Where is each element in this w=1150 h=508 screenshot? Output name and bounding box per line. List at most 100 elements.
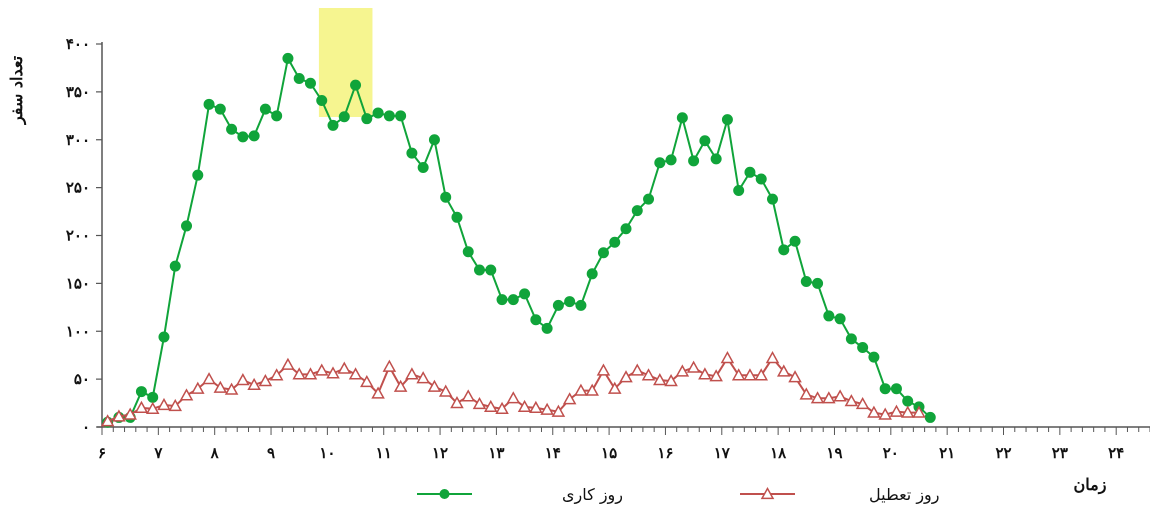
data-point	[564, 296, 576, 308]
data-point	[857, 342, 869, 354]
data-point	[912, 405, 926, 418]
x-tick-label: ۱۸	[770, 444, 787, 462]
x-tick-label: ۱۷	[714, 444, 731, 462]
data-point	[112, 409, 126, 422]
data-point	[337, 361, 352, 374]
data-point	[157, 397, 171, 411]
data-point	[416, 371, 430, 384]
x-tick-label: ۹	[267, 444, 275, 462]
data-point	[371, 386, 385, 399]
data-point	[169, 260, 181, 272]
data-point	[474, 264, 486, 276]
data-point	[620, 223, 632, 235]
data-point	[405, 367, 419, 380]
series-line	[107, 55, 931, 424]
data-point	[766, 193, 778, 205]
x-tick-label: ۸	[210, 444, 220, 462]
data-point	[855, 396, 870, 410]
data-point	[686, 360, 701, 373]
data-point	[833, 389, 847, 402]
data-point	[372, 107, 384, 119]
data-point	[191, 381, 205, 394]
data-point	[879, 383, 891, 395]
data-point	[924, 411, 936, 423]
x-tick-label: ۲۳	[1052, 444, 1068, 462]
legend-marker	[760, 486, 775, 500]
y-tick-label: ۰	[82, 418, 90, 436]
data-point	[327, 119, 339, 131]
data-point	[699, 135, 711, 147]
data-point	[822, 391, 836, 404]
data-point	[720, 351, 735, 364]
x-tick-label: ۱۵	[601, 444, 617, 462]
data-point	[314, 363, 329, 376]
data-point	[675, 364, 690, 377]
data-point	[427, 379, 442, 392]
data-point	[743, 368, 757, 381]
data-point	[451, 211, 463, 223]
data-point	[575, 299, 587, 311]
data-point	[350, 79, 362, 91]
y-tick-label: ۵۰	[74, 370, 90, 388]
data-point	[147, 391, 159, 403]
data-point	[181, 220, 193, 232]
data-point	[485, 264, 497, 276]
highlight-rect	[318, 8, 373, 117]
data-point	[203, 98, 215, 110]
data-point	[710, 153, 722, 165]
data-point	[698, 367, 712, 380]
data-point	[889, 404, 904, 417]
data-point	[293, 72, 305, 84]
x-tick-label: ۱۴	[545, 444, 561, 462]
data-point	[462, 246, 474, 258]
data-point	[483, 399, 498, 413]
data-point	[664, 373, 678, 387]
data-point	[721, 114, 733, 126]
y-tick-label: ۱۵۰	[66, 274, 90, 292]
data-point	[800, 275, 812, 287]
data-point	[630, 363, 645, 376]
y-axis-title: تعداد سفر	[7, 55, 27, 125]
x-tick-label: ۱۱	[376, 444, 392, 462]
data-point	[135, 386, 147, 398]
y-tick-label: ۲۵۰	[66, 179, 90, 197]
data-point	[709, 369, 723, 382]
data-point	[653, 373, 667, 386]
data-point	[281, 357, 295, 370]
data-point	[890, 383, 902, 395]
legend-marker	[439, 489, 450, 499]
data-point	[292, 367, 306, 380]
data-point	[123, 407, 137, 420]
data-point	[134, 400, 149, 413]
data-point	[224, 382, 239, 395]
data-point	[597, 247, 609, 259]
data-point	[338, 111, 350, 123]
data-point	[585, 383, 599, 396]
data-point	[609, 236, 621, 248]
x-tick-label: ۱۳	[488, 444, 504, 462]
data-point	[450, 396, 464, 409]
data-point	[316, 94, 328, 106]
axes	[96, 42, 1150, 435]
data-point	[326, 366, 340, 379]
data-point	[258, 373, 273, 387]
data-point	[145, 401, 160, 414]
data-point	[348, 367, 363, 380]
y-tick-label: ۳۵۰	[66, 83, 90, 101]
data-point	[619, 370, 633, 383]
legend-item: روز تعطیل	[740, 485, 940, 505]
data-point	[810, 391, 825, 404]
data-point	[765, 351, 780, 364]
data-point	[158, 331, 170, 343]
data-point	[844, 394, 859, 407]
data-point	[406, 147, 418, 159]
data-point	[495, 401, 509, 414]
data-point	[168, 398, 183, 412]
data-point	[823, 310, 835, 322]
x-tick-label: ۱۲	[432, 444, 448, 462]
data-point	[360, 374, 374, 388]
highlight-band	[318, 8, 373, 117]
series-2	[100, 351, 926, 427]
data-point	[654, 157, 666, 169]
data-point	[304, 77, 316, 89]
